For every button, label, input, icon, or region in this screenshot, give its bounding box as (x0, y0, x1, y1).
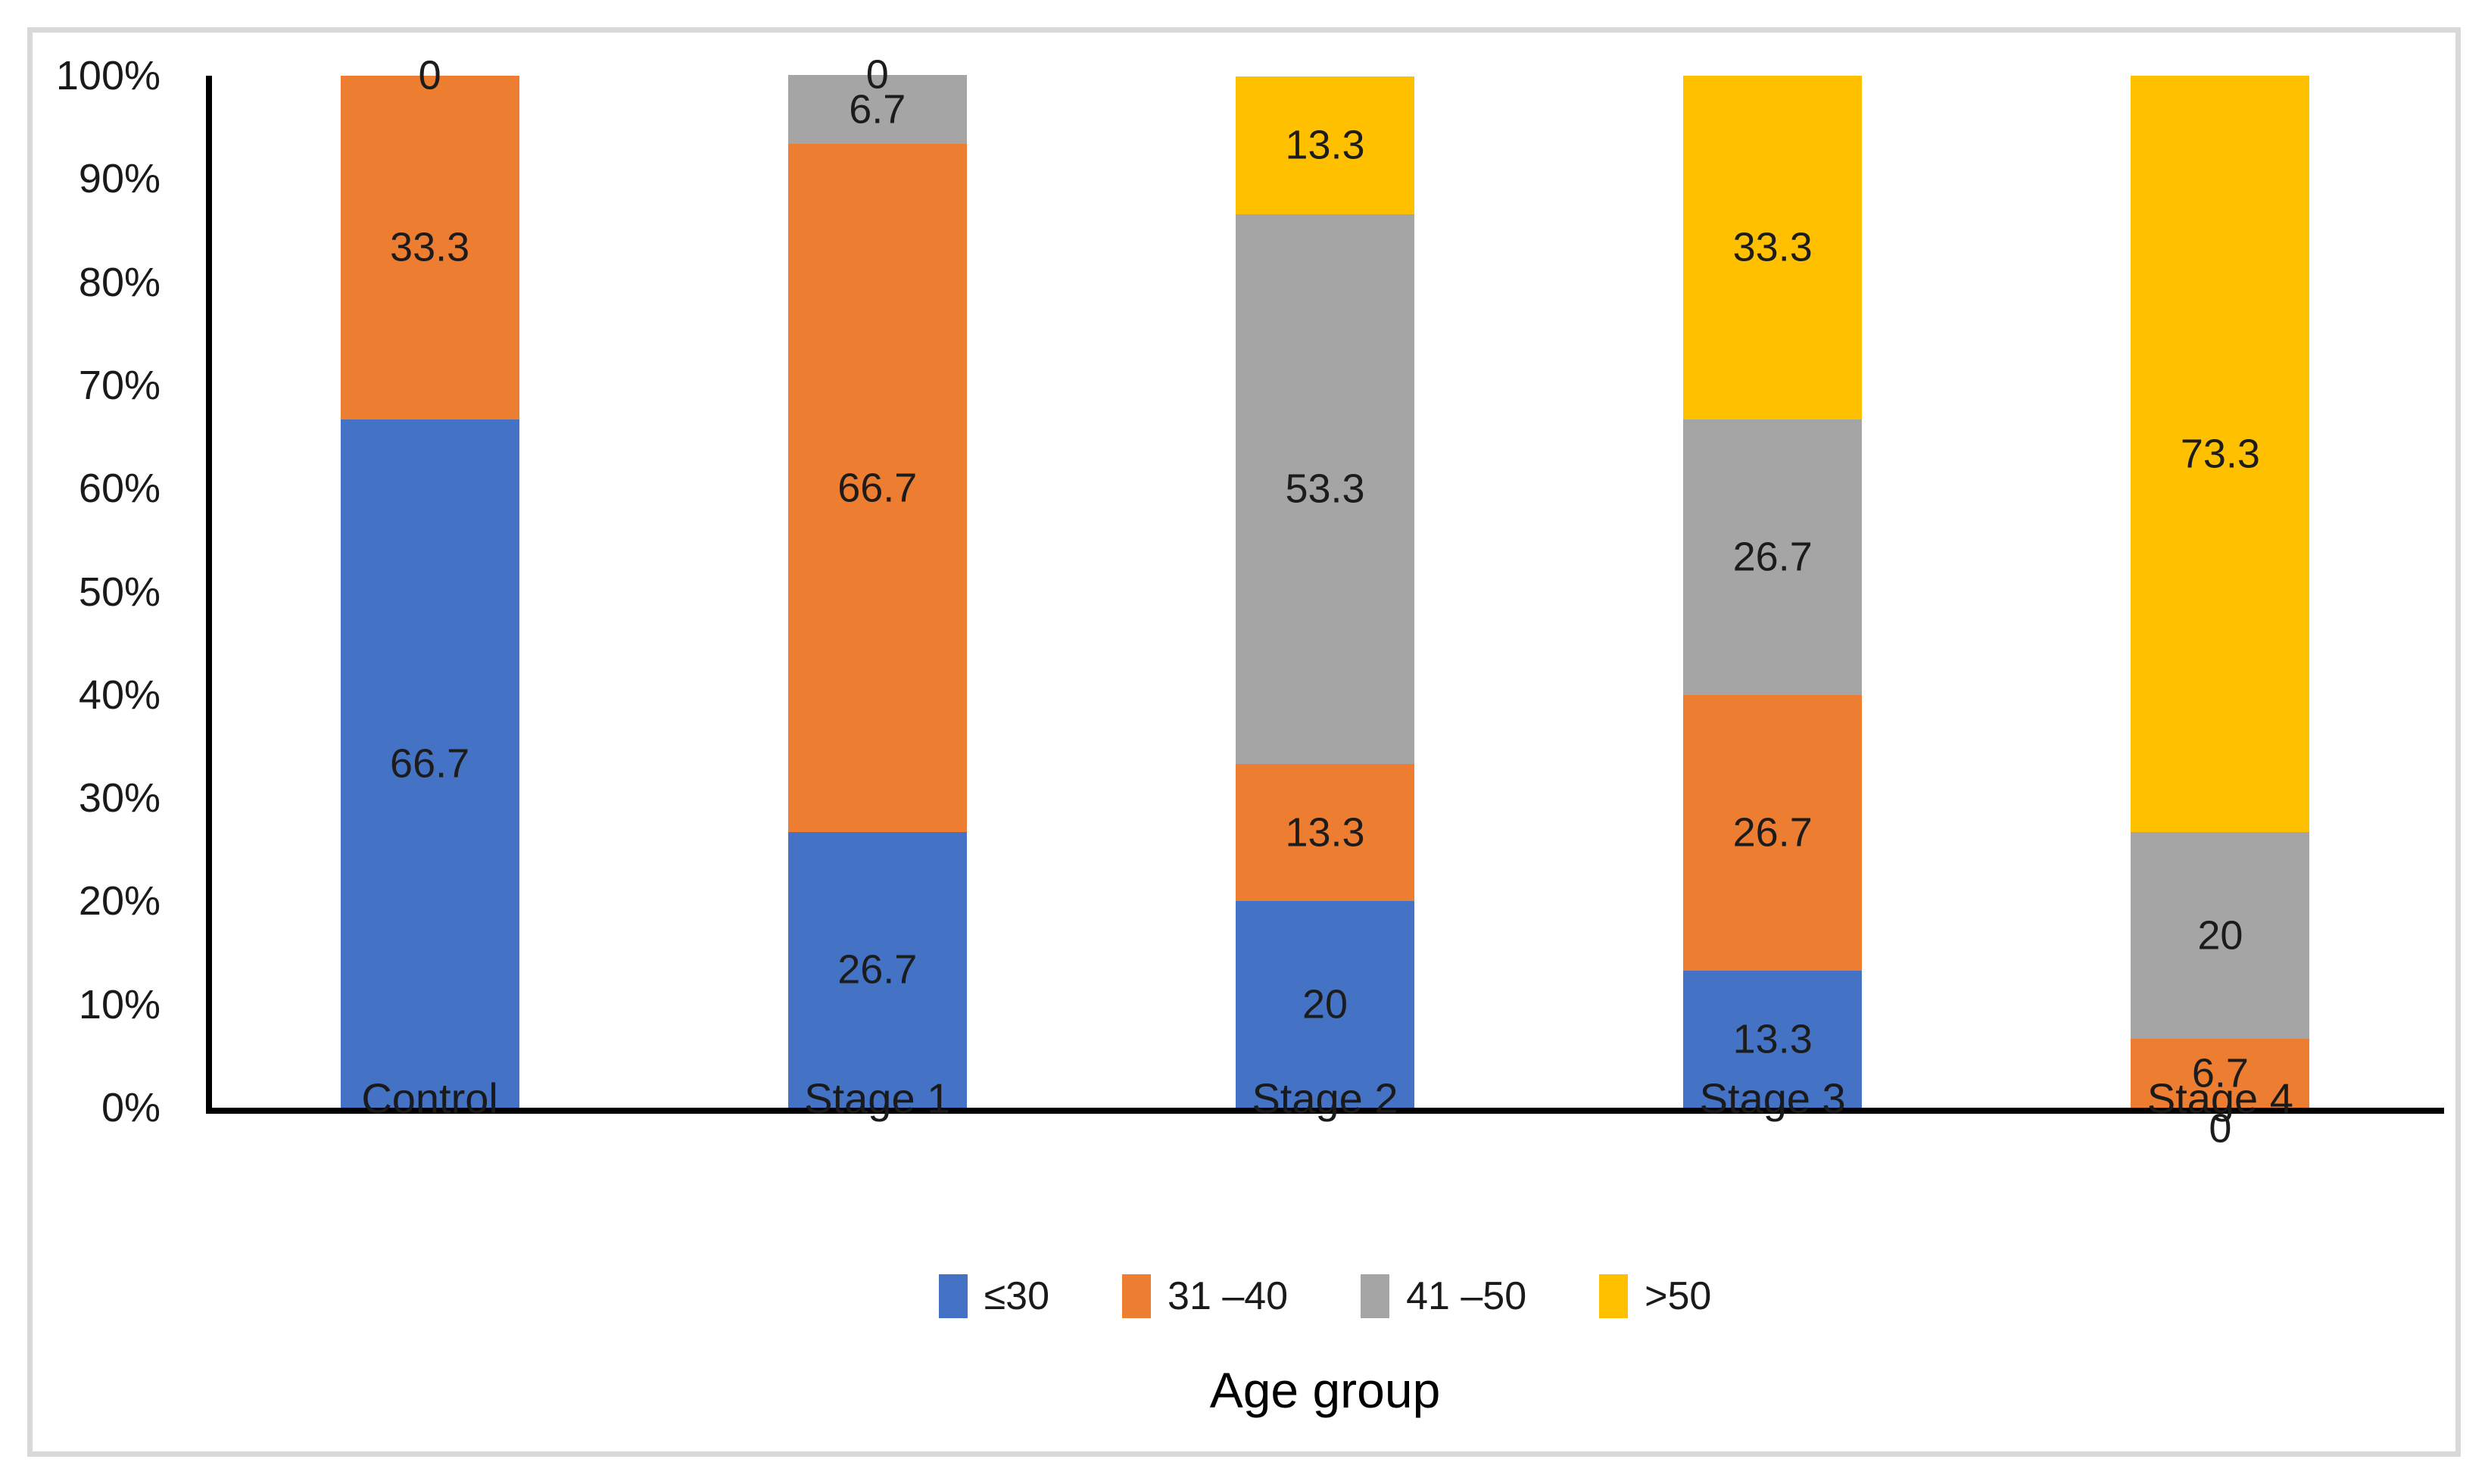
bar-segment-label: 13.3 (1285, 809, 1365, 856)
bar-segment-label: 26.7 (1732, 534, 1813, 580)
category-label: Stage 2 (1252, 1074, 1398, 1122)
y-axis-tick-label: 50% (78, 569, 161, 615)
y-axis-tick-label: 0% (101, 1085, 161, 1130)
legend-item: >50 (1599, 1274, 1711, 1319)
bar-segment-label: 0 (418, 52, 441, 98)
bar-segment (1683, 694, 1863, 971)
bar-segment-label: 26.7 (837, 946, 918, 993)
bar-segment (787, 832, 967, 1108)
legend-marker-icon (1122, 1274, 1152, 1318)
legend-item-label: 41 –50 (1406, 1274, 1527, 1318)
bar-segment (2131, 76, 2310, 833)
x-axis-line (206, 1108, 2444, 1114)
y-axis-tick-label: 60% (78, 466, 161, 512)
y-axis-tick-label: 40% (78, 672, 161, 718)
legend-item: ≤30 (938, 1274, 1050, 1319)
bar-segment (1683, 970, 1863, 1108)
bar-segment (1236, 76, 1414, 214)
bar-segment-label: 6.7 (2191, 1050, 2249, 1096)
bar-segment-label: 6.7 (849, 86, 906, 132)
bar-segment-label: 66.7 (837, 465, 918, 511)
y-axis-tick-label: 70% (78, 362, 161, 408)
bar-segment (1236, 214, 1414, 765)
y-axis-tick-label: 30% (78, 775, 161, 822)
bar-segment-label: 73.3 (2180, 431, 2260, 477)
category-label: Stage 3 (1699, 1074, 1846, 1122)
bar-segment-label: 33.3 (1732, 224, 1813, 270)
legend-item: 31 –40 (1122, 1274, 1288, 1319)
bar-segment (2131, 832, 2310, 1039)
legend-marker-icon (1599, 1274, 1629, 1318)
bar-segment-label: 13.3 (1732, 1016, 1813, 1062)
bar-segment (787, 74, 967, 144)
bar-segment (1236, 901, 1414, 1108)
bar-segment-label: 20 (2197, 912, 2243, 959)
y-axis-tick-label: 10% (78, 981, 161, 1027)
bar-segment (1236, 764, 1414, 902)
bar-segment (1683, 419, 1863, 695)
y-axis-tick-label: 100% (55, 53, 161, 98)
bar-segment (340, 419, 519, 1108)
category-label: Stage 4 (2147, 1074, 2293, 1122)
bar-segment-label: 0 (865, 51, 889, 98)
bar-segment-label: 0 (418, 52, 441, 98)
legend: ≤30 31 –40 41 –50 >50 (206, 1274, 2444, 1319)
legend-item-label: 31 –40 (1168, 1274, 1289, 1318)
category-label: Stage 1 (804, 1074, 951, 1122)
bar-segment-label: 26.7 (1732, 809, 1813, 856)
bar-segment (2131, 1038, 2310, 1108)
y-axis-tick-label: 90% (78, 156, 161, 202)
y-axis-tick-label: 80% (78, 259, 161, 305)
bar-segment-label: 33.3 (390, 224, 470, 270)
y-axis-tick-label: 20% (78, 878, 161, 924)
bar-segment (340, 76, 519, 419)
y-axis-line (206, 76, 212, 1108)
bar-segment-label: 20 (1302, 981, 1348, 1027)
legend-item: 41 –50 (1361, 1274, 1526, 1319)
plot-area: 66.7 33.3 0 0 26.7 66.7 6.7 0 20 13.3 53.3 13.3 13.3… (206, 53, 2444, 1150)
legend-marker-icon (1361, 1274, 1390, 1318)
legend-item-label: ≤30 (984, 1274, 1050, 1318)
bar-segment-label: 66.7 (390, 740, 470, 787)
bar-segment-label: 13.3 (1285, 122, 1365, 168)
legend-marker-icon (938, 1274, 968, 1318)
x-axis-title: Age group (1209, 1362, 1441, 1418)
bar-segment (787, 143, 967, 833)
bar-segment-label: 0 (2209, 1106, 2232, 1152)
bar-segment (1683, 76, 1863, 419)
category-label: Control (361, 1074, 498, 1122)
bar-segment-label: 53.3 (1285, 466, 1365, 512)
legend-item-label: >50 (1645, 1274, 1712, 1318)
